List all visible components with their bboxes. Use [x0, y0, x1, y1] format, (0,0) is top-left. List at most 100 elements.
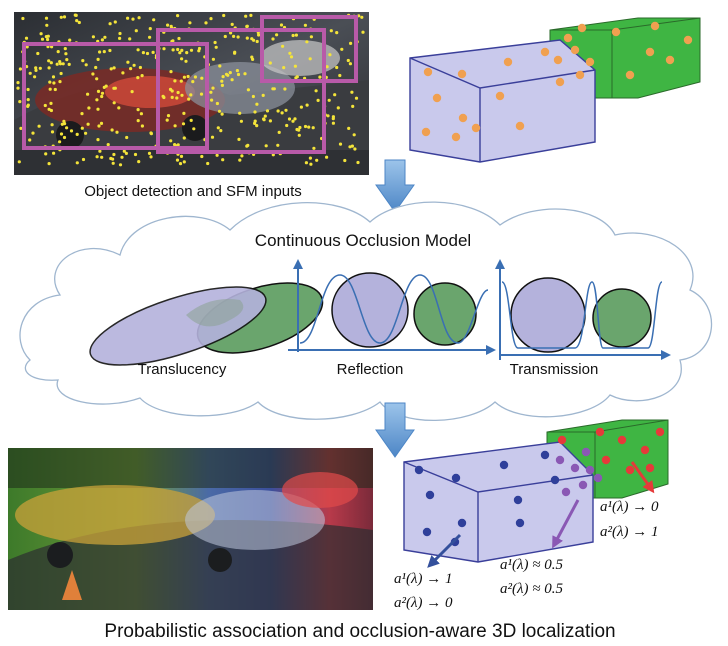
sfm-feature-point	[271, 37, 275, 41]
red-point	[617, 435, 627, 445]
sfm-feature-point	[223, 34, 227, 39]
sfm-feature-point	[166, 114, 171, 118]
sfm-feature-point	[315, 158, 319, 162]
sfm-feature-point	[28, 138, 32, 142]
sfm-feature-point	[211, 86, 215, 90]
sfm-feature-point	[189, 48, 194, 52]
sfm-feature-point	[220, 83, 224, 87]
equation-purple-2: a²(λ) ≈ 0.5	[500, 581, 563, 597]
sfm-feature-point	[64, 52, 68, 56]
sfm-feature-point	[352, 133, 356, 137]
sfm-feature-point	[209, 90, 213, 94]
sfm-feature-point	[81, 59, 85, 63]
sfm-feature-point	[173, 79, 177, 83]
sfm-feature-point	[47, 59, 51, 63]
sfm-feature-point	[360, 15, 364, 19]
purple-point	[570, 463, 580, 473]
sfm-feature-point	[118, 36, 122, 41]
sfm-feature-point	[350, 144, 354, 148]
sfm-feature-point	[327, 98, 331, 102]
sfm-feature-point	[197, 46, 202, 51]
sfm-feature-point	[251, 57, 255, 62]
sfm-feature-point	[221, 158, 225, 162]
orange-point	[553, 55, 563, 65]
sfm-feature-point	[217, 109, 222, 113]
sfm-feature-point	[81, 157, 86, 162]
sfm-feature-point	[18, 67, 22, 71]
sfm-feature-point	[179, 154, 184, 158]
sfm-feature-point	[38, 66, 42, 70]
sfm-feature-point	[126, 16, 130, 20]
sfm-feature-point	[325, 155, 329, 159]
sfm-feature-point	[193, 75, 197, 79]
sfm-feature-point	[224, 72, 229, 76]
sfm-feature-point	[326, 114, 330, 118]
sfm-feature-point	[346, 58, 350, 63]
sfm-feature-point	[214, 45, 218, 49]
blue-point	[540, 450, 550, 460]
sfm-feature-point	[112, 152, 116, 157]
blue-point	[515, 518, 525, 528]
sfm-feature-point	[133, 152, 138, 157]
sfm-feature-point	[112, 66, 116, 70]
sfm-feature-point	[206, 161, 210, 166]
sfm-feature-point	[109, 67, 113, 71]
sfm-feature-point	[147, 151, 152, 155]
sfm-feature-point	[112, 86, 116, 90]
sfm-feature-point	[204, 21, 208, 25]
sfm-feature-point	[115, 130, 119, 134]
sfm-feature-point	[335, 65, 339, 70]
equation-blue-1: a¹(λ) → 1	[394, 571, 452, 587]
sfm-feature-point	[113, 20, 117, 24]
sfm-feature-point	[176, 14, 180, 18]
sfm-feature-point	[325, 65, 329, 69]
orange-point	[457, 69, 467, 79]
sfm-feature-point	[178, 162, 183, 166]
sfm-feature-point	[125, 135, 129, 140]
sfm-feature-point	[47, 66, 51, 70]
sfm-feature-point	[257, 33, 261, 37]
translucency-panel	[89, 282, 324, 366]
sfm-feature-point	[308, 57, 312, 61]
sfm-feature-point	[44, 35, 49, 39]
sfm-feature-point	[100, 91, 105, 95]
sfm-feature-point	[36, 51, 40, 56]
sfm-feature-point	[221, 75, 225, 79]
navy-arrow-icon	[427, 533, 462, 568]
sfm-feature-point	[129, 67, 133, 71]
orange-point	[625, 70, 635, 80]
sfm-feature-point	[31, 131, 35, 135]
sfm-feature-point	[229, 31, 233, 35]
sfm-feature-point	[141, 51, 145, 55]
sfm-feature-point	[218, 64, 222, 68]
sfm-feature-point	[120, 155, 124, 159]
sfm-feature-point	[148, 35, 152, 39]
sfm-feature-point	[95, 77, 99, 81]
sfm-feature-point	[80, 126, 84, 130]
sfm-feature-point	[189, 93, 193, 97]
sfm-feature-point	[171, 48, 175, 52]
red-point	[625, 465, 635, 475]
sfm-feature-point	[132, 63, 136, 67]
sfm-feature-point	[99, 121, 104, 125]
sfm-feature-point	[289, 55, 294, 59]
sfm-feature-point	[118, 31, 122, 36]
sfm-feature-point	[96, 57, 100, 62]
sfm-feature-point	[136, 108, 140, 112]
sfm-feature-point	[62, 15, 67, 19]
sfm-feature-point	[263, 114, 267, 118]
sfm-feature-point	[200, 76, 204, 80]
sfm-feature-point	[348, 62, 352, 66]
sfm-feature-point	[305, 103, 309, 107]
sfm-feature-point	[62, 119, 66, 123]
sfm-feature-point	[169, 70, 173, 74]
red-point	[640, 445, 650, 455]
association-result-photo	[8, 448, 373, 610]
sfm-feature-point	[275, 33, 279, 37]
sfm-feature-point	[353, 147, 357, 151]
equation-red-1: a¹(λ) → 0	[600, 499, 659, 515]
sfm-feature-point	[139, 112, 143, 116]
sfm-feature-point	[188, 21, 192, 25]
sfm-feature-point	[238, 111, 242, 115]
